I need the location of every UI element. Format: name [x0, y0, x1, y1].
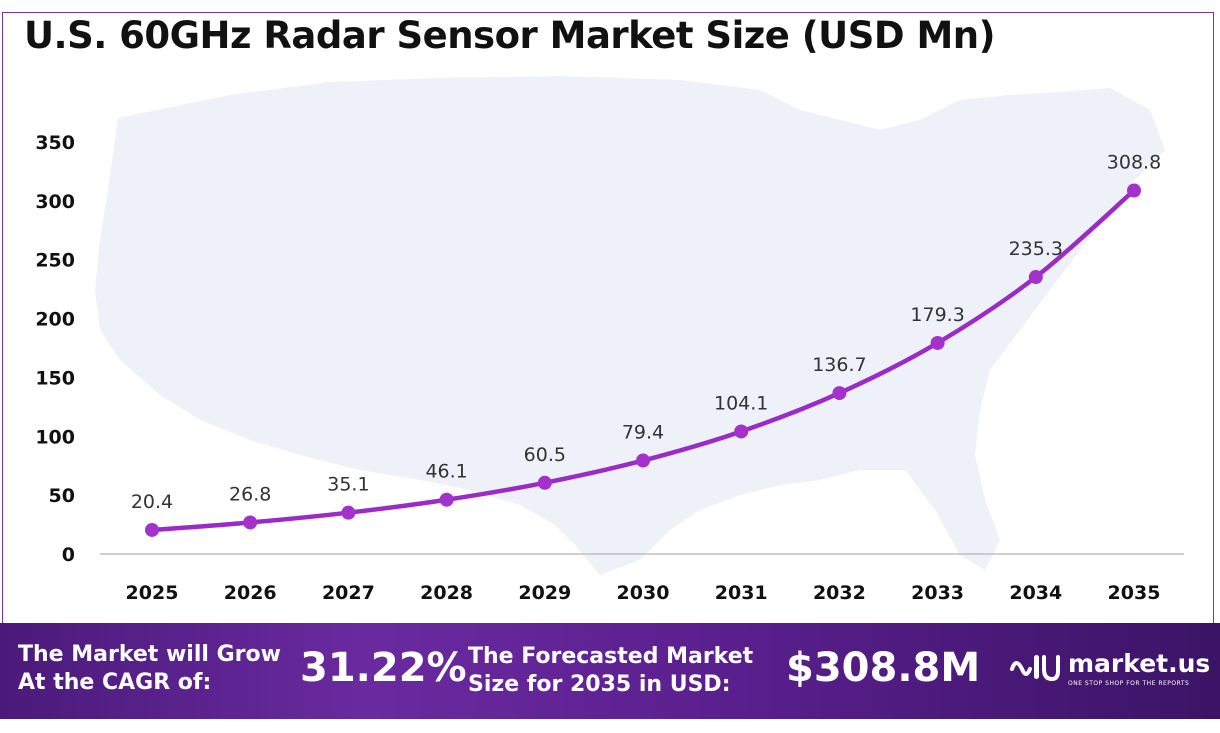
data-point: [832, 386, 847, 401]
cagr-label: The Market will Grow At the CAGR of:: [18, 641, 281, 697]
line-chart: 0 50 100 150 200 250 300 350 2025 2026 2027 2028 202…: [35, 76, 1184, 604]
data-point: [145, 522, 159, 537]
x-tick-label: 2029: [518, 582, 571, 604]
cagr-value: 31.22%: [300, 645, 467, 691]
data-label: 104.1: [714, 392, 768, 414]
y-tick-label: 300: [35, 191, 75, 213]
x-tick-label: 2034: [1009, 582, 1062, 604]
data-point: [930, 335, 945, 350]
y-tick-label: 350: [35, 132, 75, 154]
data-point: [243, 515, 258, 530]
data-label: 235.3: [1009, 238, 1063, 260]
x-tick-label: 2031: [715, 582, 768, 604]
forecast-label: The Forecasted Market Size for 2035 in U…: [468, 643, 753, 699]
cagr-label-line-1: The Market will Grow: [18, 642, 281, 667]
cagr-label-line-2: At the CAGR of:: [18, 670, 212, 695]
x-tick-label: 2035: [1108, 582, 1161, 604]
data-label: 179.3: [910, 304, 964, 326]
forecast-label-line-2: Size for 2035 in USD:: [468, 672, 731, 697]
brand-logo: market.us ONE STOP SHOP FOR THE REPORTS: [1008, 649, 1210, 689]
data-point: [1028, 270, 1043, 285]
forecast-label-line-1: The Forecasted Market: [468, 644, 754, 669]
data-label: 136.7: [812, 354, 866, 376]
chart-title: U.S. 60GHz Radar Sensor Market Size (USD…: [24, 14, 996, 57]
x-tick-label: 2032: [813, 582, 866, 604]
us-map-background: [95, 76, 1165, 575]
data-point: [439, 492, 454, 507]
y-tick-label: 250: [35, 250, 75, 272]
y-tick-label: 200: [35, 309, 75, 331]
data-label: 26.8: [229, 483, 271, 505]
data-label: 79.4: [622, 422, 664, 444]
data-label: 60.5: [524, 444, 566, 466]
forecast-value: $308.8M: [786, 645, 981, 691]
y-tick-label: 50: [49, 485, 75, 507]
y-tick-label: 100: [35, 426, 75, 448]
x-tick-label: 2033: [911, 582, 964, 604]
data-label: 46.1: [425, 461, 467, 483]
data-label: 308.8: [1107, 151, 1161, 173]
x-tick-label: 2028: [420, 582, 473, 604]
chart-frame: [2, 12, 1214, 624]
data-point: [734, 424, 749, 439]
data-point: [341, 505, 356, 520]
footer-banner: The Market will Grow At the CAGR of: 31.…: [0, 623, 1220, 719]
y-tick-label: 150: [35, 367, 75, 389]
x-tick-label: 2026: [224, 582, 277, 604]
data-point: [537, 475, 552, 490]
data-label: 20.4: [131, 491, 173, 513]
brand-tagline: ONE STOP SHOP FOR THE REPORTS: [1068, 680, 1190, 687]
y-tick-label: 0: [62, 544, 75, 566]
market-us-logo-icon: [1010, 655, 1060, 682]
x-tick-label: 2030: [617, 582, 670, 604]
data-point: [1127, 183, 1141, 198]
data-label: 35.1: [327, 474, 369, 496]
x-tick-label: 2025: [126, 582, 179, 604]
data-point: [636, 453, 650, 468]
series-line: [149, 188, 1137, 533]
brand-name: market.us: [1068, 649, 1211, 678]
x-tick-label: 2027: [322, 582, 375, 604]
